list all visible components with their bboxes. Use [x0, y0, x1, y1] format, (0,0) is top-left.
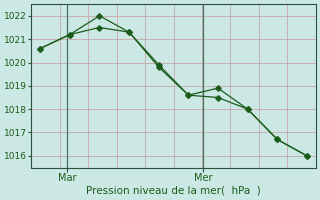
X-axis label: Pression niveau de la mer(  hPa  ): Pression niveau de la mer( hPa ): [86, 186, 261, 196]
